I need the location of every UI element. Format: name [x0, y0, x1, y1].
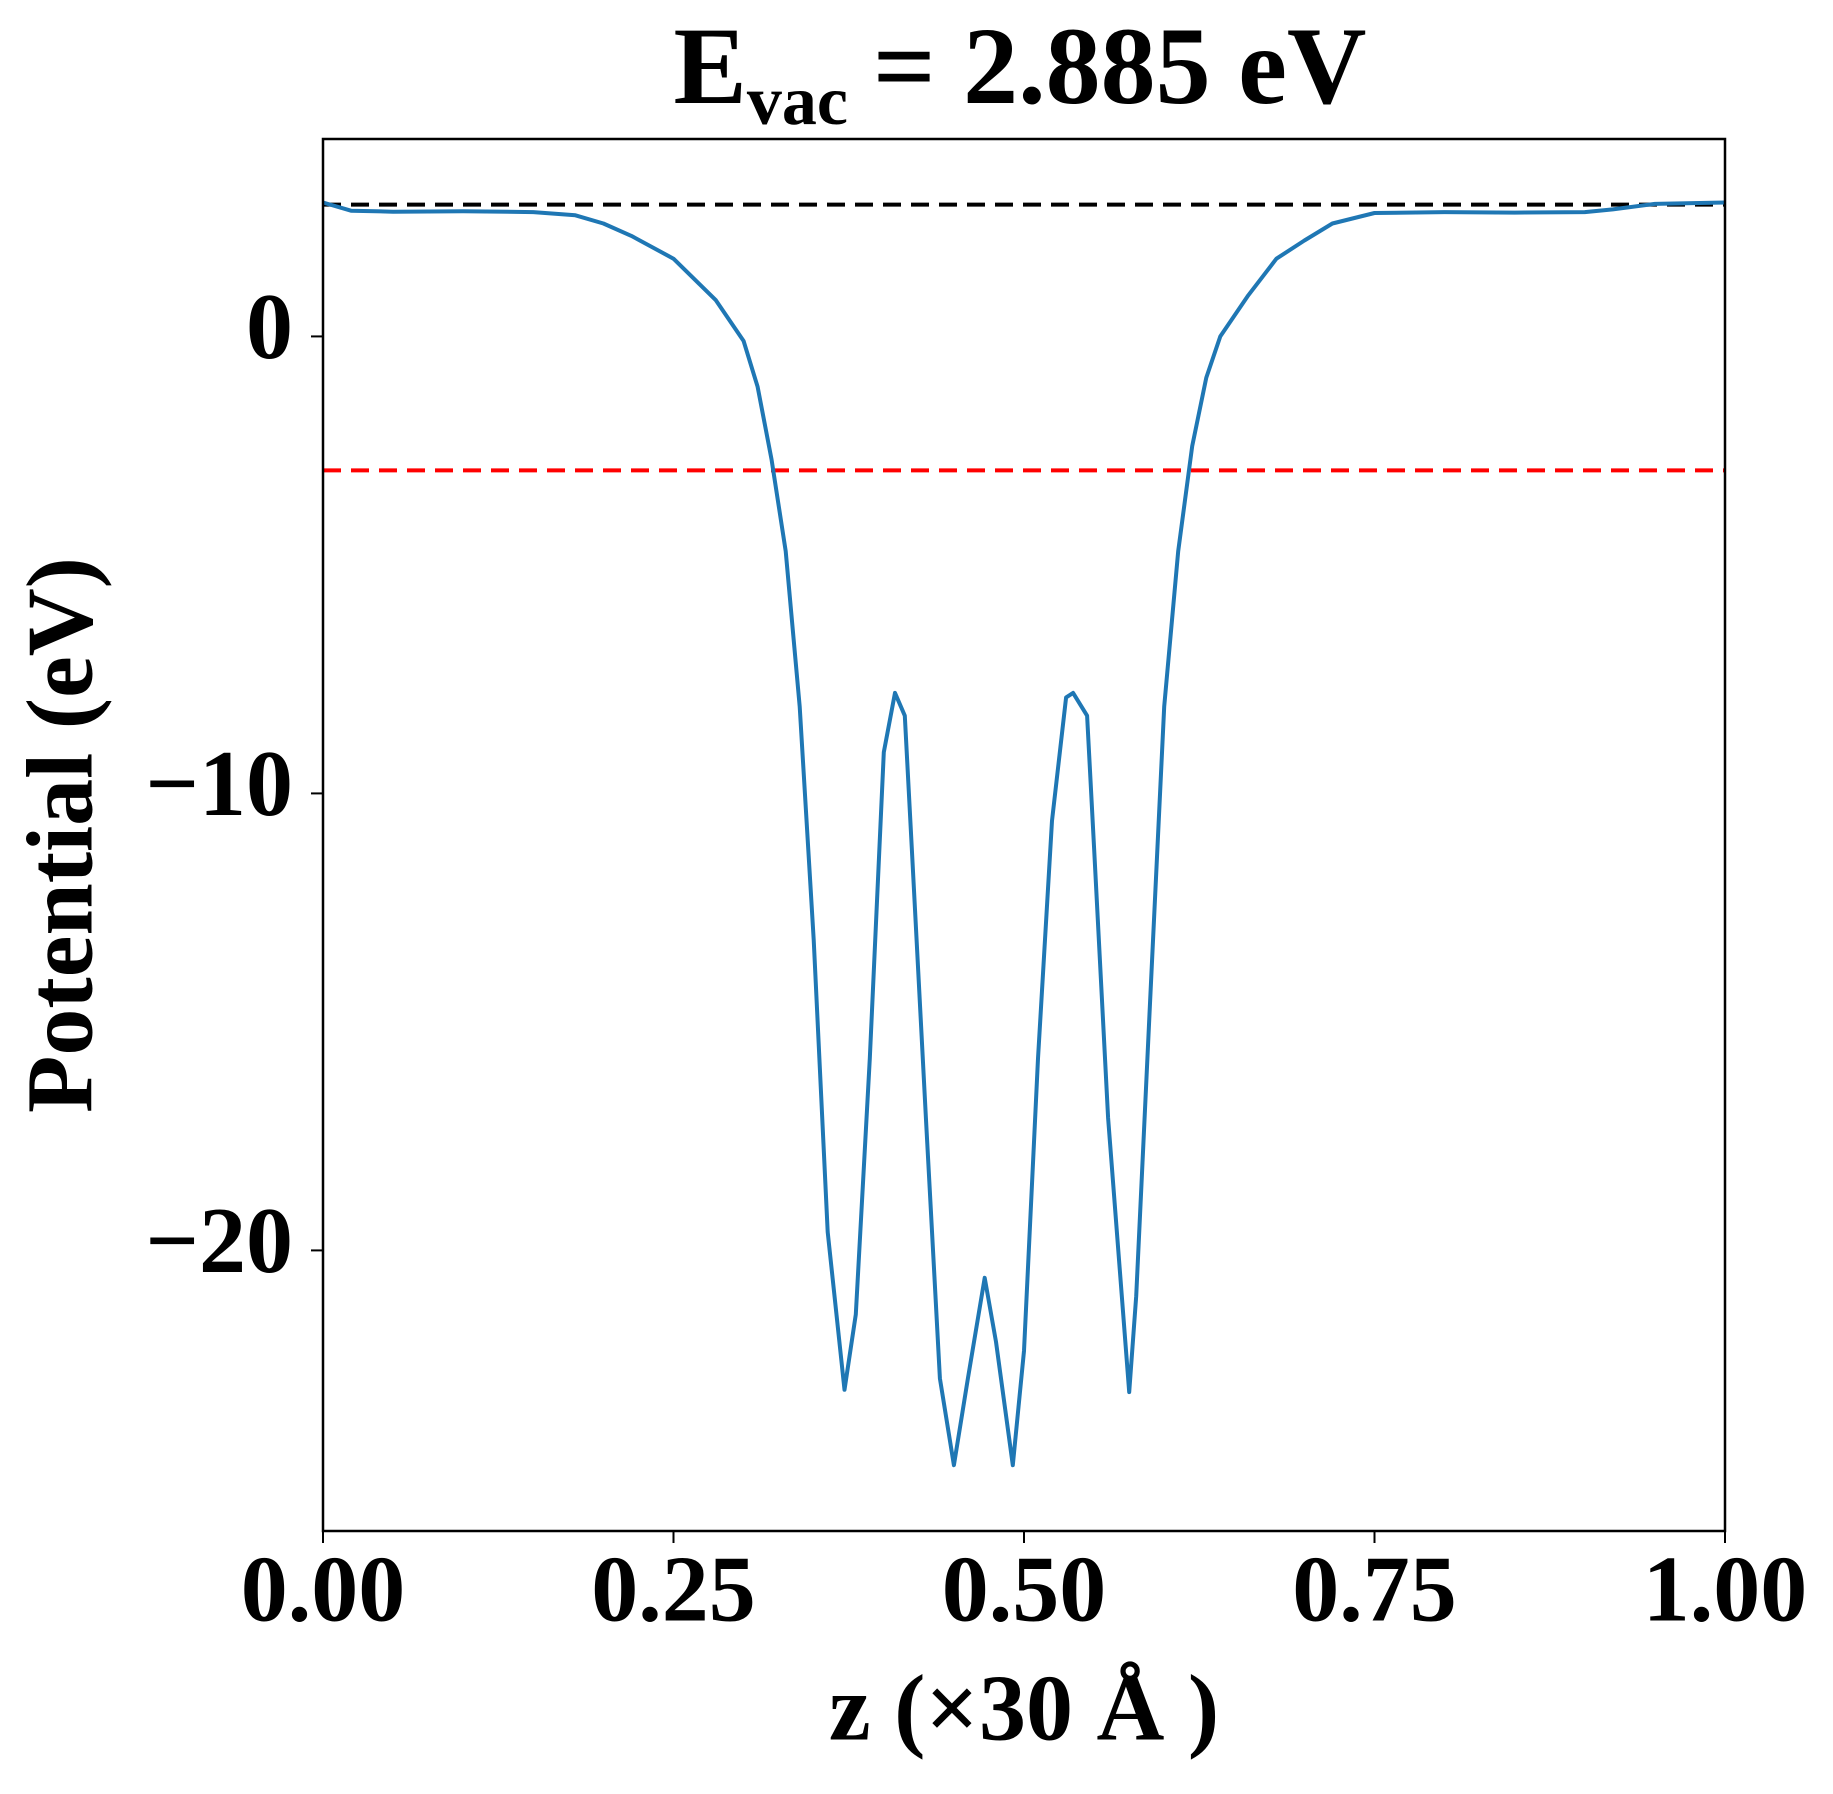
- chart-title: Evac = 2.885 eV: [674, 5, 1367, 140]
- title-main: E: [674, 5, 747, 127]
- y-axis-label: Potential (eV): [9, 557, 113, 1113]
- plot-frame: [321, 137, 1727, 1533]
- y-tick-label: 0: [246, 275, 293, 379]
- x-tick-label: 0.50: [942, 1538, 1107, 1642]
- x-tick-label: 0.00: [241, 1538, 406, 1642]
- data-line: [322, 200, 1726, 1468]
- y-tick-label: −10: [145, 732, 293, 836]
- x-tick-label: 0.25: [591, 1538, 756, 1642]
- title-sub: vac: [747, 63, 848, 140]
- x-tick-label: 1.00: [1643, 1538, 1808, 1642]
- y-tick-label: −20: [145, 1189, 293, 1293]
- title-rest: = 2.885 eV: [873, 5, 1366, 127]
- x-tick-label: 0.75: [1292, 1538, 1457, 1642]
- x-axis-label: z (×30 Å ): [829, 1657, 1219, 1761]
